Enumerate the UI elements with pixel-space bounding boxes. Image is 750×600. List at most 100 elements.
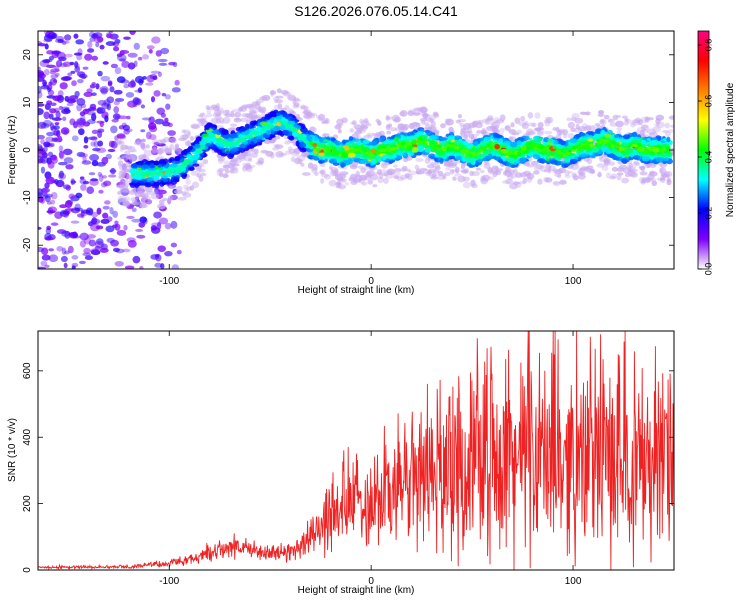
heatmap-x-tick-label: 0 bbox=[368, 276, 374, 287]
heatmap-cell bbox=[306, 111, 313, 118]
heatmap-cell bbox=[160, 139, 167, 144]
heatmap-cell bbox=[120, 171, 126, 176]
heatmap-cell bbox=[444, 171, 451, 177]
heatmap-cell bbox=[151, 36, 161, 44]
heatmap-cell bbox=[269, 90, 277, 95]
heatmap-cell bbox=[388, 159, 396, 163]
heatmap-cell bbox=[50, 74, 59, 79]
heatmap-cell bbox=[146, 191, 156, 196]
heatmap-cell bbox=[293, 102, 300, 107]
heatmap-cell bbox=[92, 32, 103, 39]
heatmap-cell bbox=[234, 111, 242, 118]
heatmap-cell bbox=[616, 127, 623, 131]
heatmap-cell bbox=[370, 140, 377, 146]
heatmap-cell bbox=[273, 125, 281, 132]
heatmap-cell bbox=[40, 260, 48, 267]
heatmap-cell bbox=[536, 131, 544, 136]
heatmap-cell bbox=[83, 145, 89, 149]
heatmap-cell bbox=[64, 250, 70, 255]
heatmap-cell bbox=[46, 201, 52, 205]
heatmap-cell bbox=[367, 179, 374, 185]
heatmap-cell bbox=[154, 262, 163, 268]
heatmap-cell bbox=[206, 109, 212, 114]
heatmap-cell bbox=[445, 118, 454, 126]
heatmap-cell bbox=[276, 112, 281, 117]
heatmap-cell bbox=[44, 59, 53, 63]
heatmap-cell bbox=[130, 149, 137, 153]
heatmap-cell bbox=[212, 112, 220, 118]
heatmap-cell bbox=[186, 186, 193, 191]
heatmap-cell bbox=[45, 227, 52, 235]
heatmap-cell bbox=[59, 82, 68, 90]
heatmap-cell bbox=[546, 152, 551, 157]
heatmap-cell bbox=[128, 156, 135, 162]
heatmap-cell bbox=[71, 135, 79, 142]
heatmap-cell bbox=[445, 144, 453, 148]
heatmap-cell bbox=[225, 150, 230, 155]
heatmap-cell bbox=[426, 117, 435, 123]
heatmap-cell bbox=[495, 119, 505, 124]
heatmap-cell bbox=[199, 153, 205, 157]
heatmap-cell bbox=[419, 106, 428, 114]
heatmap-cell bbox=[295, 140, 300, 147]
heatmap-cell bbox=[481, 129, 488, 135]
heatmap-cell bbox=[327, 152, 333, 156]
heatmap-cell bbox=[655, 118, 661, 125]
heatmap-cell bbox=[70, 70, 76, 74]
heatmap-cell bbox=[49, 108, 57, 114]
heatmap-cell bbox=[66, 98, 76, 104]
heatmap-cell bbox=[63, 210, 70, 216]
heatmap-cell bbox=[131, 218, 142, 223]
heatmap-cell bbox=[436, 150, 445, 157]
heatmap-cell bbox=[205, 142, 211, 147]
heatmap-cell bbox=[85, 207, 94, 216]
heatmap-cell bbox=[399, 146, 405, 152]
heatmap-cell bbox=[133, 42, 140, 50]
heatmap-cell bbox=[527, 112, 534, 119]
heatmap-cell bbox=[488, 120, 496, 126]
heatmap-cell bbox=[214, 105, 220, 112]
heatmap-cell bbox=[564, 156, 570, 163]
heatmap-cell bbox=[142, 54, 150, 60]
heatmap-cell bbox=[113, 100, 120, 106]
heatmap-cell bbox=[44, 182, 50, 189]
heatmap-cell bbox=[41, 247, 49, 256]
heatmap-cell bbox=[249, 152, 259, 158]
heatmap-cell bbox=[639, 129, 645, 136]
heatmap-cell bbox=[47, 160, 55, 169]
heatmap-cell bbox=[393, 175, 400, 180]
heatmap-cell bbox=[429, 118, 434, 123]
heatmap-cell bbox=[49, 122, 55, 131]
heatmap-cell bbox=[279, 121, 286, 125]
heatmap-cell bbox=[96, 147, 107, 153]
heatmap-cell bbox=[489, 176, 495, 180]
heatmap-cell bbox=[230, 157, 239, 163]
snr-frame bbox=[37, 330, 675, 571]
heatmap-cell bbox=[318, 152, 325, 157]
heatmap-cell bbox=[557, 174, 562, 179]
heatmap-cell bbox=[145, 144, 150, 149]
heatmap-cell bbox=[607, 118, 613, 122]
heatmap-cell bbox=[280, 124, 286, 131]
heatmap-cell bbox=[239, 138, 246, 143]
heatmap-cell bbox=[61, 247, 67, 255]
heatmap-cell bbox=[139, 216, 147, 224]
heatmap-cell bbox=[97, 128, 105, 133]
heatmap-cell bbox=[70, 178, 76, 186]
heatmap-cell bbox=[168, 185, 173, 189]
heatmap-cell bbox=[424, 147, 432, 153]
heatmap-cell bbox=[316, 143, 325, 148]
heatmap-cell bbox=[641, 156, 650, 162]
heatmap-cell bbox=[102, 61, 109, 65]
heatmap-cell bbox=[329, 169, 337, 177]
heatmap-cell bbox=[125, 161, 131, 167]
heatmap-cell bbox=[132, 255, 141, 264]
heatmap-cell bbox=[567, 133, 575, 139]
heatmap-cell bbox=[460, 169, 467, 173]
heatmap-cell bbox=[597, 173, 603, 177]
heatmap-cell bbox=[175, 167, 184, 174]
heatmap-cell bbox=[89, 154, 100, 162]
heatmap-cell bbox=[43, 31, 52, 36]
heatmap-cell bbox=[571, 112, 580, 119]
heatmap-cell bbox=[226, 138, 235, 142]
